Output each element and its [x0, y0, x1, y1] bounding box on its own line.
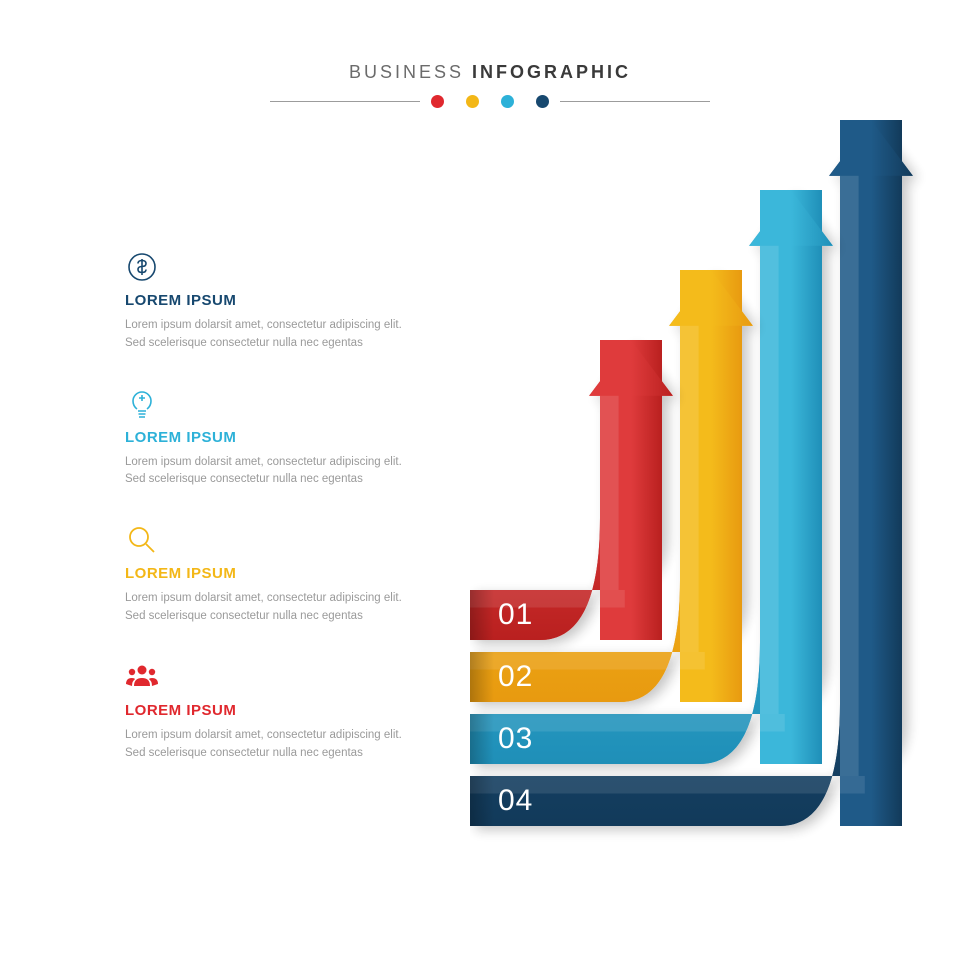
- block-4-body: Lorem ipsum dolarsit amet, consectetur a…: [125, 727, 425, 763]
- block-2-title: LOREM IPSUM: [125, 429, 425, 446]
- block-4: LOREM IPSUM Lorem ipsum dolarsit amet, c…: [125, 660, 425, 763]
- header-dot-1: [431, 95, 444, 108]
- arrow-chart: 04030201: [470, 120, 960, 860]
- text-blocks: LOREM IPSUM Lorem ipsum dolarsit amet, c…: [125, 250, 425, 797]
- block-3: LOREM IPSUM Lorem ipsum dolarsit amet, c…: [125, 523, 425, 626]
- divider-right: [560, 101, 710, 102]
- arrow-01: [470, 120, 942, 856]
- block-3-body: Lorem ipsum dolarsit amet, consectetur a…: [125, 590, 425, 626]
- infographic-canvas: BUSINESS INFOGRAPHIC LOREM IPSUM Lorem i…: [0, 0, 980, 980]
- lightbulb-icon: [125, 387, 159, 421]
- header-dot-4: [536, 95, 549, 108]
- divider-left: [270, 101, 420, 102]
- header: BUSINESS INFOGRAPHIC: [0, 62, 980, 108]
- dollar-circle-icon: [125, 250, 159, 284]
- arrow-number-01: 01: [498, 598, 533, 632]
- page-title: BUSINESS INFOGRAPHIC: [0, 62, 980, 83]
- block-1-title: LOREM IPSUM: [125, 292, 425, 309]
- block-1: LOREM IPSUM Lorem ipsum dolarsit amet, c…: [125, 250, 425, 353]
- title-prefix: BUSINESS: [349, 62, 464, 82]
- title-bold: INFOGRAPHIC: [472, 62, 631, 82]
- block-2: LOREM IPSUM Lorem ipsum dolarsit amet, c…: [125, 387, 425, 490]
- magnifier-icon: [125, 523, 159, 557]
- header-dot-2: [466, 95, 479, 108]
- header-dot-row: [0, 95, 980, 108]
- block-3-title: LOREM IPSUM: [125, 565, 425, 582]
- block-1-body: Lorem ipsum dolarsit amet, consectetur a…: [125, 317, 425, 353]
- base-inset-shadow: [470, 590, 494, 640]
- block-4-title: LOREM IPSUM: [125, 702, 425, 719]
- people-icon: [125, 660, 159, 694]
- block-2-body: Lorem ipsum dolarsit amet, consectetur a…: [125, 454, 425, 490]
- header-dot-3: [501, 95, 514, 108]
